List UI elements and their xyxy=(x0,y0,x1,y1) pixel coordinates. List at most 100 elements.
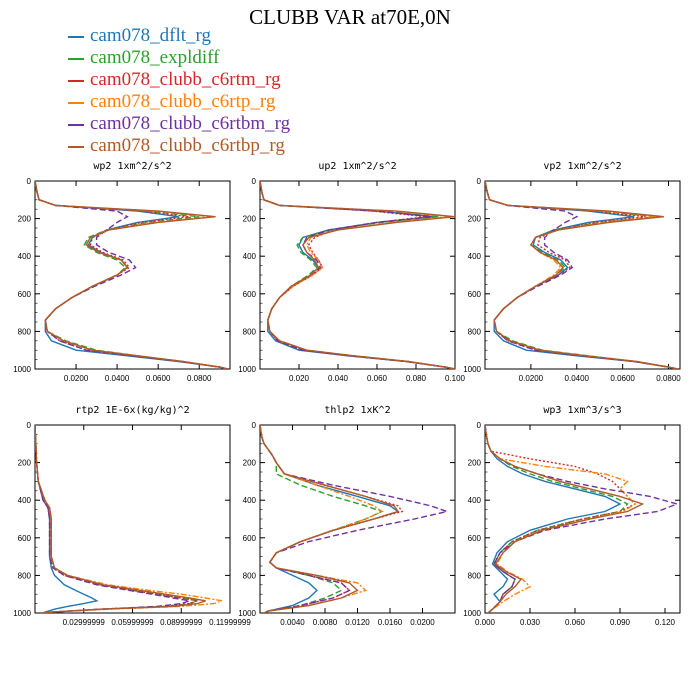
y-tick-label: 1000 xyxy=(238,609,256,618)
y-tick-label: 0 xyxy=(252,421,257,430)
x-tick-label: 0.0400 xyxy=(105,374,130,383)
x-tick-label: 0.05999999 xyxy=(111,618,154,627)
x-tick-label: 0.030 xyxy=(520,618,541,627)
y-tick-label: 400 xyxy=(18,252,32,261)
panel-title: wp3 1xm^3/s^3 xyxy=(543,405,621,416)
series-line xyxy=(485,425,622,613)
y-tick-label: 1000 xyxy=(463,365,481,374)
y-tick-label: 600 xyxy=(18,290,32,299)
y-tick-label: 800 xyxy=(468,327,482,336)
x-tick-label: 0.0400 xyxy=(565,374,590,383)
y-tick-label: 0 xyxy=(27,177,32,186)
y-tick-label: 600 xyxy=(18,534,32,543)
x-tick-label: 0.120 xyxy=(655,618,676,627)
series-line xyxy=(35,181,229,369)
series-line xyxy=(260,425,400,613)
y-tick-label: 400 xyxy=(243,252,257,261)
legend-line-swatch xyxy=(68,36,84,38)
y-tick-label: 400 xyxy=(468,496,482,505)
legend-line-swatch xyxy=(68,146,84,148)
y-tick-label: 800 xyxy=(18,571,32,580)
x-tick-label: 0.0800 xyxy=(187,374,212,383)
y-tick-label: 200 xyxy=(468,459,482,468)
axes-frame xyxy=(259,424,456,614)
y-tick-label: 600 xyxy=(243,534,257,543)
x-tick-label: 0.02999999 xyxy=(63,618,106,627)
series-line xyxy=(485,181,678,369)
series-line xyxy=(485,425,645,613)
x-tick-label: 0.080 xyxy=(406,374,427,383)
legend-line-swatch xyxy=(68,58,84,60)
legend-label: cam078_clubb_c6rtp_rg xyxy=(90,91,276,112)
series-line xyxy=(260,425,400,613)
series-line xyxy=(485,425,629,613)
y-tick-label: 800 xyxy=(468,571,482,580)
panel-title: thlp2 1xK^2 xyxy=(324,405,390,416)
series-line xyxy=(485,425,637,613)
y-tick-label: 400 xyxy=(243,496,257,505)
series-line xyxy=(35,425,198,613)
y-tick-label: 400 xyxy=(468,252,482,261)
series-line xyxy=(485,425,637,613)
legend-line-swatch xyxy=(68,102,84,104)
plot-panel: up2 1xm^2/s^2 0 200 400 600 800 1000 0.020 0.040… xyxy=(238,161,465,383)
y-tick-label: 600 xyxy=(468,290,482,299)
y-tick-label: 200 xyxy=(468,215,482,224)
series-line xyxy=(260,181,455,369)
panel-title: up2 1xm^2/s^2 xyxy=(318,161,396,172)
legend-label: cam078_expldiff xyxy=(90,47,220,68)
legend-label: cam078_clubb_c6rtm_rg xyxy=(90,69,281,90)
series-line xyxy=(485,181,678,369)
x-tick-label: 0.0120 xyxy=(345,618,370,627)
x-tick-label: 0.0600 xyxy=(146,374,171,383)
x-tick-label: 0.040 xyxy=(328,374,349,383)
x-tick-label: 0.0200 xyxy=(64,374,89,383)
x-tick-label: 0.0160 xyxy=(378,618,403,627)
x-tick-label: 0.0080 xyxy=(313,618,338,627)
series-line xyxy=(260,425,384,613)
y-tick-label: 1000 xyxy=(238,365,256,374)
x-tick-label: 0.0800 xyxy=(656,374,681,383)
series-line xyxy=(260,181,455,369)
legend-label: cam078_dflt_rg xyxy=(90,25,212,46)
x-tick-label: 0.11999999 xyxy=(209,618,251,627)
panel-title: vp2 1xm^2/s^2 xyxy=(543,161,621,172)
x-tick-label: 0.0040 xyxy=(280,618,305,627)
x-tick-label: 0.000 xyxy=(475,618,496,627)
series-line xyxy=(35,181,229,369)
y-tick-label: 0 xyxy=(252,177,257,186)
y-tick-label: 200 xyxy=(18,459,32,468)
y-tick-label: 200 xyxy=(18,215,32,224)
series-line xyxy=(260,425,404,613)
legend-label: cam078_clubb_c6rtbp_rg xyxy=(90,135,285,156)
plot-panel: thlp2 1xK^2 0 200 400 600 800 1000 0.0040 0.0080… xyxy=(238,405,456,627)
y-tick-label: 1000 xyxy=(13,365,31,374)
y-tick-label: 1000 xyxy=(13,609,31,618)
plot-panel: wp2 1xm^2/s^2 0 200 400 600 800 1000 0.0200 0.04… xyxy=(13,161,231,383)
series-line xyxy=(35,425,223,613)
y-tick-label: 400 xyxy=(18,496,32,505)
y-tick-label: 0 xyxy=(477,177,482,186)
y-tick-label: 200 xyxy=(243,215,257,224)
y-tick-label: 200 xyxy=(243,459,257,468)
y-tick-label: 0 xyxy=(477,421,482,430)
x-tick-label: 0.060 xyxy=(565,618,586,627)
y-tick-label: 600 xyxy=(468,534,482,543)
series-line xyxy=(35,425,198,613)
y-tick-label: 800 xyxy=(18,327,32,336)
x-tick-label: 0.020 xyxy=(289,374,310,383)
legend-line-swatch xyxy=(68,80,84,82)
figure-title: CLUBB VAR at70E,0N xyxy=(249,5,451,29)
series-line xyxy=(260,425,450,613)
series-line xyxy=(35,425,206,613)
y-tick-label: 800 xyxy=(243,571,257,580)
x-tick-label: 0.0200 xyxy=(519,374,544,383)
series-line xyxy=(485,181,678,369)
plot-panel: vp2 1xm^2/s^2 0 200 400 600 800 1000 0.0200 0.04… xyxy=(463,161,681,383)
y-tick-label: 800 xyxy=(243,327,257,336)
panel-title: rtp2 1E-6x(kg/kg)^2 xyxy=(75,405,189,416)
x-tick-label: 0.0200 xyxy=(410,618,435,627)
